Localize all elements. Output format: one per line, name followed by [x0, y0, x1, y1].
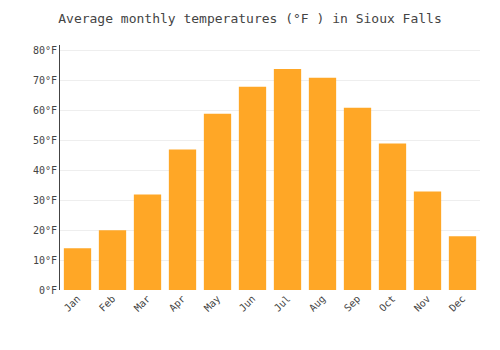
svg-text:30°F: 30°F — [33, 195, 57, 206]
svg-text:Oct: Oct — [377, 293, 398, 314]
svg-text:Aug: Aug — [307, 293, 328, 314]
svg-text:80°F: 80°F — [33, 45, 57, 56]
svg-text:50°F: 50°F — [33, 135, 57, 146]
svg-text:Mar: Mar — [132, 293, 153, 314]
svg-text:0°F: 0°F — [39, 285, 57, 296]
svg-text:Feb: Feb — [97, 293, 118, 314]
svg-text:10°F: 10°F — [33, 255, 57, 266]
svg-text:Sep: Sep — [342, 293, 363, 314]
svg-text:Jul: Jul — [272, 293, 293, 314]
svg-text:Dec: Dec — [447, 293, 468, 314]
svg-text:Jan: Jan — [62, 293, 83, 314]
svg-text:40°F: 40°F — [33, 165, 57, 176]
svg-text:Average monthly temperatures (: Average monthly temperatures (°F ) in Si… — [58, 11, 442, 26]
svg-text:Apr: Apr — [167, 293, 188, 314]
svg-text:Nov: Nov — [412, 293, 433, 314]
svg-text:Jun: Jun — [237, 293, 258, 314]
svg-text:60°F: 60°F — [33, 105, 57, 116]
svg-text:20°F: 20°F — [33, 225, 57, 236]
svg-text:May: May — [202, 293, 223, 314]
svg-text:70°F: 70°F — [33, 75, 57, 86]
